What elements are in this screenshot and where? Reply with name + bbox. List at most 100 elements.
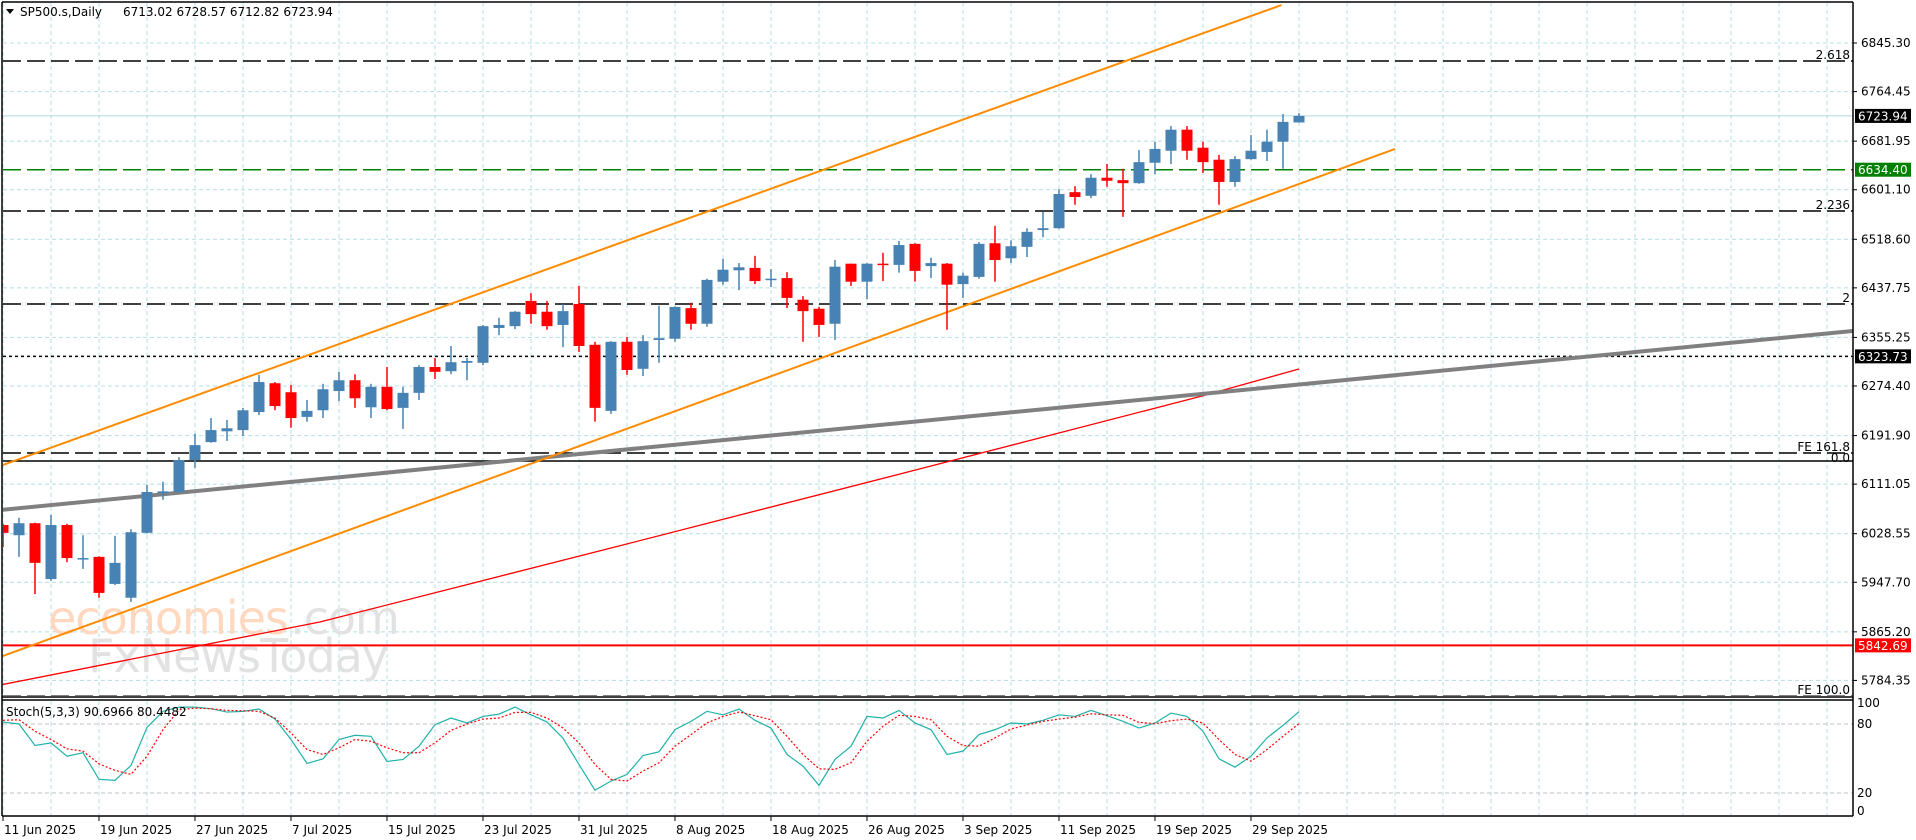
candle-bullish	[509, 311, 521, 330]
date-label: 23 Jul 2025	[484, 823, 552, 837]
candle-body	[1149, 148, 1161, 163]
candle-bullish	[1261, 129, 1273, 161]
candle-bullish	[1005, 240, 1017, 264]
candle-bullish	[1245, 135, 1257, 160]
candle-body	[669, 306, 681, 339]
candle-bearish	[909, 243, 921, 282]
price-axis-label: 6681.95	[1861, 134, 1911, 148]
price-axis-label: 6764.45	[1861, 85, 1911, 99]
stoch-axis-label: 20	[1857, 786, 1872, 800]
candle-body	[1005, 246, 1017, 259]
candle-body	[957, 275, 969, 285]
candle-body	[973, 243, 985, 277]
candle-body	[509, 311, 521, 327]
candle-bearish	[349, 374, 361, 408]
candle-body	[1053, 193, 1065, 229]
candle-bearish	[269, 382, 281, 411]
candle-body	[573, 303, 585, 346]
candle-body	[1245, 150, 1257, 160]
candle-body	[1293, 115, 1305, 123]
candle-body	[397, 392, 409, 408]
date-label: 29 Sep 2025	[1252, 823, 1328, 837]
candle-body	[1277, 121, 1289, 142]
candle-bearish	[797, 296, 809, 342]
candle-body	[781, 278, 793, 298]
candle-body	[877, 263, 889, 266]
candle-body	[605, 341, 617, 411]
candle-body	[845, 263, 857, 282]
price-axis[interactable]: 6845.30 6764.45 6681.95 6601.10 6518.60 6437.…	[1853, 36, 1911, 818]
price-axis-label: 6601.10	[1861, 183, 1911, 197]
candle-bearish	[29, 522, 41, 595]
candle-body	[365, 386, 377, 408]
candle-bullish	[477, 324, 489, 366]
candle-body	[653, 338, 665, 340]
candle-body	[77, 558, 89, 560]
candle-bullish	[413, 365, 425, 401]
candle-body	[717, 269, 729, 282]
candle-body	[701, 279, 713, 324]
stoch-d-line	[3, 707, 1300, 782]
candle-body	[1085, 177, 1097, 196]
date-label: 31 Jul 2025	[580, 823, 648, 837]
candle-bullish	[157, 481, 169, 500]
candle-bullish	[189, 433, 201, 468]
candle-bearish	[541, 300, 553, 330]
candle-bullish	[397, 386, 409, 429]
candle-body	[13, 523, 25, 536]
candle-bullish	[141, 484, 153, 534]
stoch-label: Stoch(5,3,3) 90.6966 80.4482	[6, 705, 187, 719]
candle-body	[237, 410, 249, 431]
channel-lower-line	[3, 148, 1396, 657]
price-tag-dotted	[1855, 349, 1911, 364]
candle-bullish	[125, 529, 137, 602]
candle-body	[797, 299, 809, 312]
candle-bullish	[445, 345, 457, 375]
candle-bullish	[829, 260, 841, 340]
candle-body	[637, 341, 649, 369]
candle-bearish	[573, 285, 585, 352]
price-axis-label: 5947.70	[1861, 575, 1911, 589]
date-label: 19 Sep 2025	[1156, 823, 1232, 837]
fib-level-label: 2.236	[1816, 198, 1850, 212]
triangle-down-icon[interactable]	[6, 9, 14, 14]
time-axis[interactable]: 11 Jun 2025 19 Jun 2025 27 Jun 2025 7 Jul 2…	[2, 816, 1328, 837]
candle-body	[749, 267, 761, 282]
candle-bearish	[93, 556, 105, 598]
candle-bearish	[1181, 126, 1193, 160]
candle-bullish	[653, 305, 665, 363]
candle-bullish	[493, 317, 505, 336]
candle-bullish	[253, 374, 265, 416]
price-axis-label: 6274.40	[1861, 379, 1911, 393]
price-axis-label: 5784.35	[1861, 673, 1911, 687]
candle-bearish	[781, 272, 793, 309]
watermark-logo: economies .com FxNewsToday	[48, 591, 400, 683]
candle-bullish	[301, 400, 313, 422]
stoch-lines	[3, 706, 1300, 792]
date-label: 3 Sep 2025	[964, 823, 1032, 837]
candle-bullish	[1149, 141, 1161, 175]
candle-body	[541, 311, 553, 327]
channel-upper-line	[3, 4, 1282, 466]
date-label: 11 Sep 2025	[1060, 823, 1136, 837]
candle-bullish	[13, 517, 25, 557]
candle-body	[621, 341, 633, 371]
price-tag-label: 6634.40	[1858, 163, 1908, 177]
fib-level-label: 2	[1842, 291, 1850, 305]
candle-bearish	[589, 341, 601, 422]
candle-bullish	[957, 272, 969, 298]
candle-body	[141, 491, 153, 533]
candles	[3, 113, 1305, 602]
candle-bullish	[317, 383, 329, 419]
candle-body	[765, 278, 777, 281]
candle-body	[685, 308, 697, 324]
candle-body	[1261, 141, 1273, 152]
price-axis-label: 6437.75	[1861, 281, 1911, 295]
candle-bullish	[1165, 126, 1177, 164]
candle-bearish	[3, 523, 9, 548]
stoch-axis-label: 0	[1857, 804, 1865, 818]
candle-bearish	[685, 302, 697, 330]
candle-body	[381, 386, 393, 410]
candle-bearish	[381, 367, 393, 411]
